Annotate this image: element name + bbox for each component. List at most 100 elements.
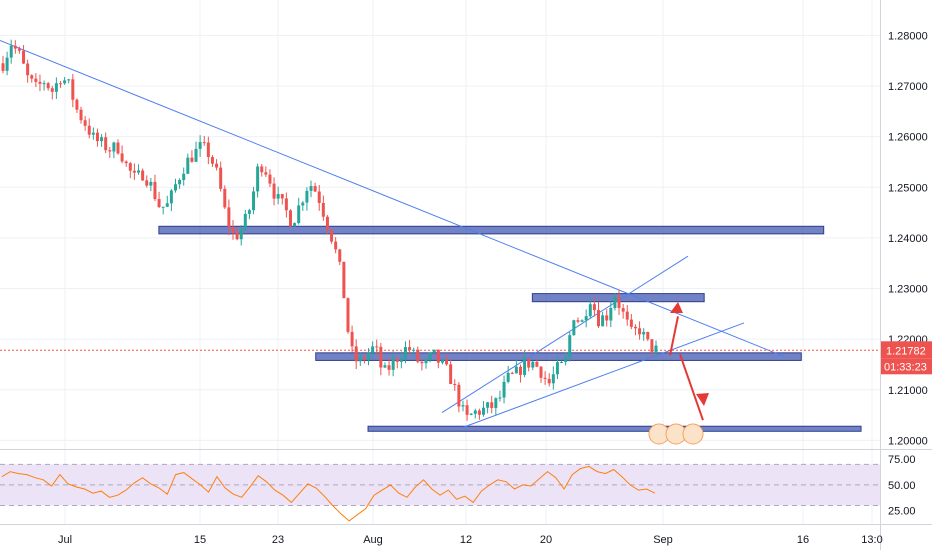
candle-body <box>247 210 251 214</box>
candle-body <box>346 298 350 332</box>
candle-body <box>416 349 420 362</box>
candle-body <box>276 194 280 199</box>
candle-body <box>104 137 108 151</box>
candle-body <box>543 377 547 379</box>
candle-body <box>482 407 486 415</box>
x-tick-label: 15 <box>194 534 206 546</box>
candle-body <box>260 166 264 173</box>
candle-body <box>597 310 601 327</box>
arrow-up-line <box>669 316 679 356</box>
arrow-down-line <box>679 354 704 421</box>
candle-body <box>264 172 268 175</box>
candle-body <box>367 352 371 360</box>
candle-body <box>50 88 54 92</box>
rsi-tick-label: 25.00 <box>888 506 916 518</box>
candle-body <box>210 157 214 164</box>
candle-body <box>621 308 625 312</box>
candle-body <box>202 142 206 144</box>
candle-body <box>646 331 650 340</box>
candle-body <box>63 80 67 84</box>
x-tick-label: 16 <box>797 534 809 546</box>
candle-body <box>461 405 465 407</box>
candle-body <box>108 150 112 152</box>
candle-body <box>198 142 202 149</box>
candle-body <box>564 357 568 363</box>
candle-body <box>506 372 510 382</box>
candle-body <box>100 137 104 142</box>
x-tick-label: 13:0 <box>861 534 882 546</box>
candle-body <box>173 184 177 191</box>
rsi-line <box>1 465 656 522</box>
trendline-down <box>0 40 786 358</box>
candle-body <box>124 161 128 164</box>
candle-body <box>362 357 366 360</box>
candle-body <box>190 157 194 162</box>
candle-body <box>137 170 141 173</box>
candle-body <box>280 194 284 199</box>
candle-body <box>42 83 46 85</box>
candle-body <box>547 378 551 384</box>
candle-body <box>350 331 354 347</box>
candle-body <box>629 319 633 327</box>
candle-body <box>79 109 83 121</box>
candle-body <box>153 181 157 200</box>
zone-support-2 <box>367 425 862 432</box>
candle-body <box>535 361 539 367</box>
candle-body <box>551 374 555 384</box>
candle-body <box>67 79 71 81</box>
candle-body <box>120 153 124 162</box>
y-tick-label: 1.28000 <box>888 30 928 42</box>
candle-body <box>9 45 13 58</box>
candle-body <box>141 170 145 181</box>
candle-body <box>502 381 506 398</box>
candle-body <box>178 179 182 185</box>
candle-body <box>116 142 120 154</box>
candle-body <box>145 180 149 186</box>
x-tick-label: 20 <box>540 534 552 546</box>
candle-body <box>5 57 9 71</box>
candle-body <box>568 335 572 358</box>
candle-body <box>301 202 305 206</box>
candle-body <box>215 163 219 168</box>
candle-body <box>54 83 58 92</box>
candle-body <box>313 186 317 192</box>
candle-body <box>128 163 132 171</box>
candle-body <box>527 358 531 368</box>
candle-body <box>642 331 646 335</box>
candle-body <box>149 181 153 186</box>
candle-body <box>169 190 173 204</box>
candle-body <box>17 48 21 51</box>
candle-body <box>584 316 588 321</box>
candle-body <box>383 365 387 368</box>
candle-body <box>83 120 87 126</box>
candle-body <box>633 326 637 329</box>
candle-body <box>539 366 543 378</box>
candle-body <box>371 346 375 353</box>
candle-body <box>317 191 321 203</box>
candle-body <box>477 410 481 415</box>
candle-body <box>161 206 165 208</box>
candle-body <box>186 157 190 174</box>
x-tick-label: Sep <box>653 534 673 546</box>
y-tick-label: 1.26000 <box>888 132 928 144</box>
x-tick-label: 23 <box>272 534 284 546</box>
candle-body <box>309 186 313 191</box>
candle-body <box>638 328 642 335</box>
channel-upper-line <box>441 255 689 413</box>
candle-body <box>58 83 62 85</box>
arrow-up-head <box>670 302 683 313</box>
candle-body <box>523 358 527 375</box>
countdown-label: 01:33:23 <box>884 361 927 373</box>
candle-body <box>408 347 412 351</box>
candle-body <box>601 315 605 327</box>
candle-body <box>95 132 99 142</box>
y-tick-label: 1.20000 <box>888 435 928 447</box>
candle-body <box>321 202 325 217</box>
candle-body <box>26 63 30 76</box>
candle-body <box>325 216 329 230</box>
rsi-tick-label: 50.00 <box>888 480 916 492</box>
candle-body <box>399 358 403 362</box>
candle-body <box>379 346 383 368</box>
candle-body <box>494 398 498 408</box>
